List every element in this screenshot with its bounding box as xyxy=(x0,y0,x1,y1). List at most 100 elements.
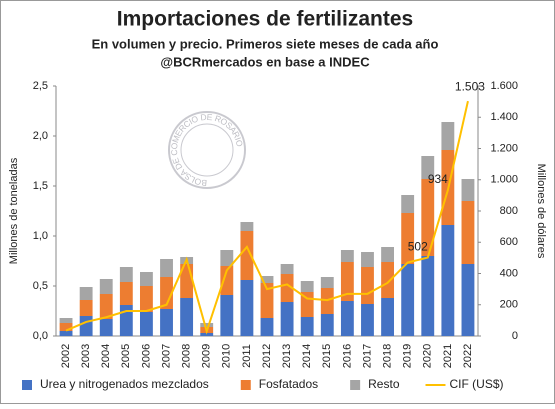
y-tick-label: 1,0 xyxy=(33,230,48,242)
bar-segment xyxy=(441,225,455,336)
bar-segment xyxy=(421,179,435,256)
legend-swatch xyxy=(240,380,251,390)
bar-segment xyxy=(300,281,314,292)
bar-segment xyxy=(300,317,314,336)
y2-tick-label: 1.000 xyxy=(490,174,518,186)
data-label: 1.503 xyxy=(455,79,485,93)
bar-segment xyxy=(79,316,93,336)
y2-tick-label: 600 xyxy=(500,236,518,248)
bar-segment xyxy=(320,314,334,336)
bar-segment xyxy=(401,195,415,213)
y2-axis-label: Millones de dólares xyxy=(535,164,547,259)
x-tick-label: 2020 xyxy=(422,344,434,368)
bar-segment xyxy=(381,298,395,336)
bar-segment xyxy=(119,267,133,282)
y2-tick-label: 0 xyxy=(512,330,518,342)
bar-segment xyxy=(421,156,435,179)
bar-segment xyxy=(180,298,194,336)
bar-segment xyxy=(461,201,475,264)
x-tick-label: 2007 xyxy=(160,344,172,368)
bar-segment xyxy=(200,323,214,327)
bar-segment xyxy=(361,304,374,336)
x-tick-label: 2013 xyxy=(281,344,293,368)
bar-segment xyxy=(240,231,254,280)
x-tick-label: 2002 xyxy=(60,344,72,368)
bar-segment xyxy=(441,122,455,150)
y-axis-label: Millones de toneladas xyxy=(8,157,20,264)
bar-segment xyxy=(461,264,475,336)
x-tick-label: 2015 xyxy=(321,344,333,368)
y-tick-label: 0,5 xyxy=(33,280,48,292)
bar-segment xyxy=(59,323,73,331)
x-tick-label: 2012 xyxy=(261,344,273,368)
legend-label: Urea y nitrogenados mezclados xyxy=(40,377,209,391)
bar-segment xyxy=(260,283,274,318)
x-tick-label: 2019 xyxy=(402,344,414,368)
bar-segment xyxy=(361,252,374,267)
x-tick-label: 2016 xyxy=(341,344,353,368)
x-tick-label: 2009 xyxy=(201,344,213,368)
bar-segment xyxy=(59,318,73,323)
bar-segment xyxy=(240,280,254,336)
x-tick-label: 2011 xyxy=(241,344,253,368)
bar-segment xyxy=(119,282,133,305)
bar-segment xyxy=(139,312,153,336)
x-tick-label: 2008 xyxy=(181,344,193,368)
y-tick-label: 2,0 xyxy=(33,130,48,142)
bar-segment xyxy=(361,267,374,304)
y-tick-label: 1,5 xyxy=(33,180,48,192)
y-tick-label: 2,5 xyxy=(33,80,48,92)
bar-segment xyxy=(79,287,93,300)
bar-segment xyxy=(340,262,354,301)
bar-segment xyxy=(461,179,475,201)
bar-segment xyxy=(160,309,173,336)
y2-tick-label: 400 xyxy=(500,267,518,279)
bar-segment xyxy=(280,274,294,302)
bar-segment xyxy=(119,305,133,336)
x-tick-label: 2003 xyxy=(80,344,92,368)
data-label: 934 xyxy=(428,172,448,186)
x-tick-label: 2005 xyxy=(120,344,132,368)
chart-title: Importaciones de fertilizantes xyxy=(117,8,413,31)
bar-segment xyxy=(260,318,274,336)
y-tick-label: 0,0 xyxy=(33,330,48,342)
bar-segment xyxy=(99,279,113,294)
bar-segment xyxy=(320,277,334,288)
bar-segment xyxy=(280,264,294,274)
bar-segment xyxy=(220,295,234,336)
legend-label: Fosfatados xyxy=(259,377,318,391)
bar-segment xyxy=(139,286,153,312)
y2-tick-label: 1.600 xyxy=(490,80,518,92)
bar-segment xyxy=(401,213,415,264)
legend-label: CIF (US$) xyxy=(450,377,504,391)
x-tick-label: 2006 xyxy=(140,344,152,368)
bar-segment xyxy=(220,266,234,295)
y2-tick-label: 200 xyxy=(500,299,518,311)
bar-segment xyxy=(421,256,435,336)
chart-subtitle: En volumen y precio. Primeros siete mese… xyxy=(92,36,439,51)
bar-segment xyxy=(240,222,254,231)
bar-segment xyxy=(160,277,173,309)
chart-subtitle: @BCRmercados en base a INDEC xyxy=(160,54,370,69)
bar-segment xyxy=(260,276,274,283)
bar-segment xyxy=(79,300,93,316)
bar-segment xyxy=(381,262,395,298)
bar-segment xyxy=(280,302,294,336)
data-label: 502 xyxy=(408,240,428,254)
x-tick-label: 2022 xyxy=(462,344,474,368)
bar-segment xyxy=(401,264,415,336)
bar-segment xyxy=(340,250,354,262)
line xyxy=(65,100,469,335)
x-tick-label: 2004 xyxy=(100,344,112,368)
y2-tick-label: 800 xyxy=(500,205,518,217)
bar-segment xyxy=(340,301,354,336)
legend-label: Resto xyxy=(368,377,400,391)
bar-segment xyxy=(381,247,395,262)
bar-segment xyxy=(99,294,113,319)
x-tick-label: 2010 xyxy=(221,344,233,368)
x-tick-label: 2014 xyxy=(301,344,313,368)
bar-segment xyxy=(160,259,173,277)
x-tick-label: 2017 xyxy=(361,344,373,368)
bar-segment xyxy=(99,319,113,336)
legend-swatch xyxy=(22,380,32,390)
